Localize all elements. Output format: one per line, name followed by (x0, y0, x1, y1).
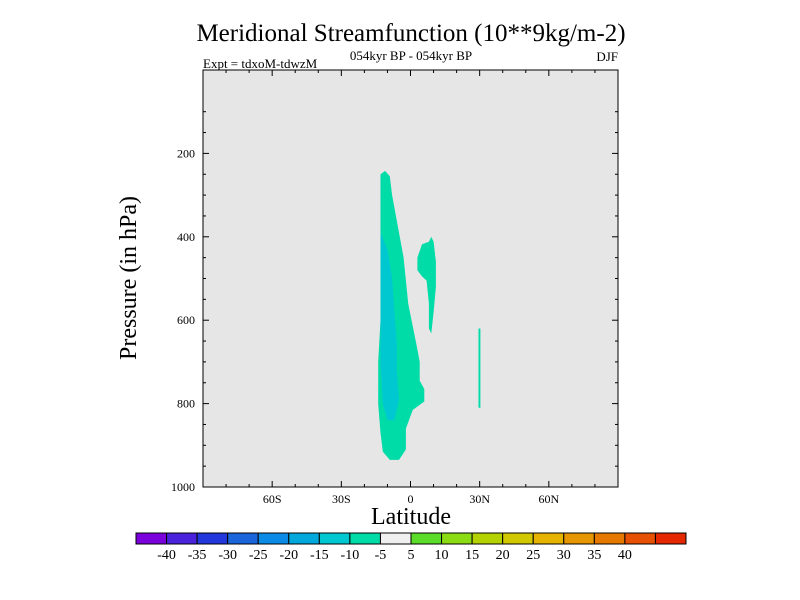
plot-background (203, 70, 618, 487)
colorbar-box (441, 532, 473, 545)
colorbar-label: 30 (557, 548, 571, 563)
colorbar-box (227, 532, 259, 545)
colorbar-box (196, 532, 229, 545)
colorbar-box (379, 532, 412, 545)
experiment-label: Expt = tdxoM-tdwzM (203, 56, 318, 71)
colorbar-label: 5 (408, 548, 415, 563)
colorbar-label: -25 (249, 548, 268, 563)
contour-region-3 (417, 236, 436, 334)
colorbar-box (654, 532, 687, 545)
x-axis-label: Latitude (371, 504, 451, 530)
colorbar-box (318, 532, 351, 545)
contour-regions (378, 170, 481, 460)
contour-region-2 (380, 232, 399, 421)
x-tick-label: 60S (263, 492, 282, 506)
colorbar-box (410, 532, 443, 545)
colorbar-box (257, 532, 290, 545)
plot-frame (202, 69, 619, 488)
colorbar-label: 35 (587, 548, 601, 563)
axis-tick-labels: 60S 30S 0 30N 60N 200 400 600 800 1000 (171, 146, 559, 506)
x-tick-label: 30N (469, 492, 490, 506)
colorbar-label: -15 (310, 548, 329, 563)
x-tick-label: 30S (332, 492, 351, 506)
colorbar-label: 15 (465, 548, 479, 563)
y-tick-label: 400 (177, 230, 195, 244)
colorbar-box (593, 532, 626, 545)
contour-region-4 (478, 328, 481, 408)
colorbar-label: -5 (375, 548, 387, 563)
y-tick-label: 800 (177, 397, 195, 411)
colorbar-box (502, 532, 534, 545)
x-tick-label: 0 (408, 492, 414, 506)
y-tick-label: 600 (177, 313, 195, 327)
y-tick-label: 200 (177, 146, 195, 160)
colorbar-label: 20 (496, 548, 510, 563)
colorbar-box (288, 532, 320, 545)
colorbar-box (532, 532, 565, 545)
colorbar-box (349, 532, 381, 545)
colorbar-label: -40 (157, 548, 176, 563)
colorbar-label: 25 (526, 548, 540, 563)
colorbar-label: -30 (218, 548, 237, 563)
colorbar-box (624, 532, 656, 545)
season-label: DJF (596, 49, 618, 64)
colorbar-box (135, 532, 168, 545)
colorbar-box (166, 532, 198, 545)
y-tick-label: 1000 (171, 480, 195, 494)
x-tick-label: 60N (538, 492, 559, 506)
colorbar: -40 -35 -30 -25 -20 -15 -10 -5 5 10 15 20 25 30 35 40 (135, 532, 687, 563)
colorbar-label: 40 (618, 548, 632, 563)
colorbar-box (563, 532, 595, 545)
colorbar-label: -35 (188, 548, 207, 563)
colorbar-label: 10 (435, 548, 449, 563)
colorbar-label: -10 (341, 548, 360, 563)
chart-subtitle: 054kyr BP - 054kyr BP (350, 48, 472, 63)
colorbar-box (471, 532, 504, 545)
chart-title: Meridional Streamfunction (10**9kg/m-2) (196, 20, 625, 47)
colorbar-label: -20 (279, 548, 298, 563)
y-axis-label: Pressure (in hPa) (116, 196, 142, 360)
